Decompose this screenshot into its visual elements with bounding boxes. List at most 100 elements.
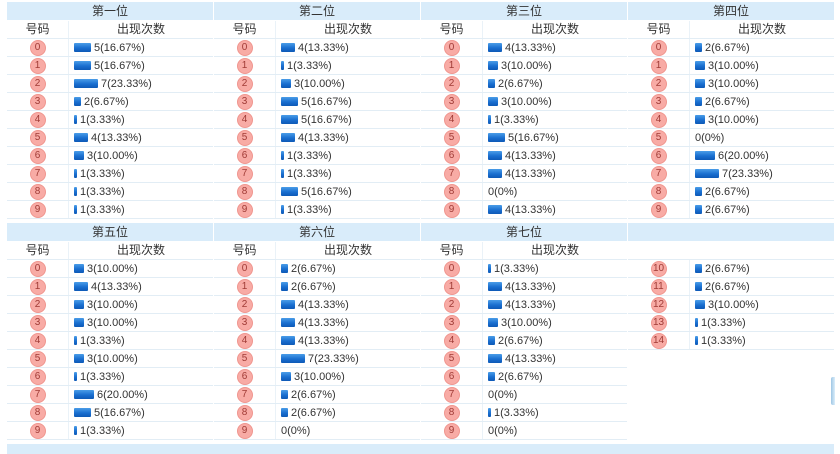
count-label: 3(10.00%): [294, 370, 345, 383]
count-cell: 4(13.33%): [483, 350, 627, 367]
floating-sidebar-handle[interactable]: [831, 377, 835, 405]
count-cell: 3(10.00%): [483, 314, 627, 331]
number-badge: 1: [29, 278, 46, 295]
number-cell: 8: [214, 404, 276, 421]
count-label: 2(6.67%): [705, 203, 750, 216]
number-cell: 1: [421, 278, 483, 295]
table-row: 3 2(6.67%): [628, 93, 834, 111]
number-badge: 4: [443, 111, 460, 128]
next-section-header-band: [7, 444, 834, 454]
table-row: 1 3(10.00%): [628, 57, 834, 75]
count-label: 5(16.67%): [94, 59, 145, 72]
number-cell: 0: [421, 39, 483, 56]
table-row: 7 2(6.67%): [214, 386, 420, 404]
frequency-bar: [74, 151, 84, 160]
count-cell: 1(3.33%): [690, 332, 834, 349]
number-cell: 3: [7, 314, 69, 331]
table-row: 8 5(16.67%): [214, 183, 420, 201]
table-row: 6 6(20.00%): [628, 147, 834, 165]
frequency-bar: [74, 318, 84, 327]
frequency-bar: [74, 408, 91, 417]
count-label: 1(3.33%): [80, 370, 125, 383]
count-column-header: 出现次数: [323, 22, 372, 36]
count-cell: 1(3.33%): [276, 201, 420, 218]
count-cell: 4(13.33%): [69, 278, 213, 295]
count-cell: 3(10.00%): [276, 75, 420, 92]
frequency-bar: [281, 336, 295, 345]
frequency-bar: [281, 300, 295, 309]
number-badge: 6: [650, 147, 667, 164]
number-cell: 1: [214, 57, 276, 74]
count-cell: 2(6.67%): [690, 183, 834, 200]
number-badge: 2: [236, 75, 253, 92]
number-cell: 9: [7, 422, 69, 439]
number-badge: 1: [236, 278, 253, 295]
table-row: 3 5(16.67%): [214, 93, 420, 111]
table-row: 4 1(3.33%): [421, 111, 627, 129]
table-row: 7 4(13.33%): [421, 165, 627, 183]
count-label: 7(23.33%): [308, 352, 359, 365]
number-cell: 7: [214, 386, 276, 403]
table-title: 第一位: [7, 2, 213, 21]
count-cell: 1(3.33%): [69, 201, 213, 218]
number-cell: 4: [628, 111, 690, 128]
number-badge: 8: [29, 183, 46, 200]
number-badge: 5: [29, 350, 46, 367]
frequency-bar: [281, 205, 284, 214]
count-label: 3(10.00%): [87, 316, 138, 329]
count-column-header: [690, 242, 834, 259]
count-cell: 4(13.33%): [276, 39, 420, 56]
frequency-bar: [281, 133, 295, 142]
number-badge: 9: [29, 201, 46, 218]
frequency-table: 第五位 号码 出现次数 0 3(10.00%) 1 4(13.33%) 2 3(10.00%) 3…: [7, 223, 213, 440]
number-cell: 4: [7, 332, 69, 349]
table-row: 5 4(13.33%): [7, 129, 213, 147]
table-row: 3 3(10.00%): [7, 314, 213, 332]
table-row: 2 3(10.00%): [628, 75, 834, 93]
frequency-bar: [488, 354, 502, 363]
frequency-bar: [281, 97, 298, 106]
table-title: 第四位: [628, 2, 834, 21]
number-cell: 0: [214, 39, 276, 56]
number-badge: 9: [650, 201, 667, 218]
number-cell: 7: [421, 165, 483, 182]
table-row: 1 5(16.67%): [7, 57, 213, 75]
table-row: 6 1(3.33%): [214, 147, 420, 165]
number-cell: 6: [628, 147, 690, 164]
number-badge: 7: [236, 386, 253, 403]
count-cell: 5(16.67%): [69, 57, 213, 74]
number-cell: 13: [628, 314, 690, 331]
number-cell: 0: [214, 260, 276, 277]
frequency-bar: [488, 43, 502, 52]
count-cell: 3(10.00%): [69, 147, 213, 164]
number-cell: 2: [421, 296, 483, 313]
frequency-bar: [488, 282, 502, 291]
number-cell: 11: [628, 278, 690, 295]
table-row: 7 6(20.00%): [7, 386, 213, 404]
table-row: 9 1(3.33%): [7, 201, 213, 219]
frequency-table: 第三位 号码 出现次数 0 4(13.33%) 1 3(10.00%) 2 2(6.67%) 3 3…: [421, 2, 627, 219]
frequency-bar: [695, 97, 702, 106]
frequency-bar: [74, 390, 94, 399]
number-cell: 5: [421, 129, 483, 146]
number-cell: 8: [7, 183, 69, 200]
number-badge: 2: [443, 296, 460, 313]
number-cell: 7: [7, 386, 69, 403]
number-column-header: 号码: [628, 21, 690, 38]
count-label: 1(3.33%): [80, 113, 125, 126]
table-row: 2 3(10.00%): [214, 75, 420, 93]
count-label: 5(16.67%): [508, 131, 559, 144]
number-cell: 6: [214, 147, 276, 164]
count-label: 4(13.33%): [505, 41, 556, 54]
number-badge: 1: [443, 57, 460, 74]
table-row: 5 7(23.33%): [214, 350, 420, 368]
count-label: 4(13.33%): [505, 203, 556, 216]
count-label: 3(10.00%): [708, 113, 759, 126]
table-row: 2 4(13.33%): [214, 296, 420, 314]
number-cell: 6: [7, 147, 69, 164]
table-row: 2 4(13.33%): [421, 296, 627, 314]
count-label: 3(10.00%): [294, 77, 345, 90]
table-row: 13 1(3.33%): [628, 314, 834, 332]
number-badge: 11: [650, 278, 667, 295]
number-badge: 4: [236, 332, 253, 349]
